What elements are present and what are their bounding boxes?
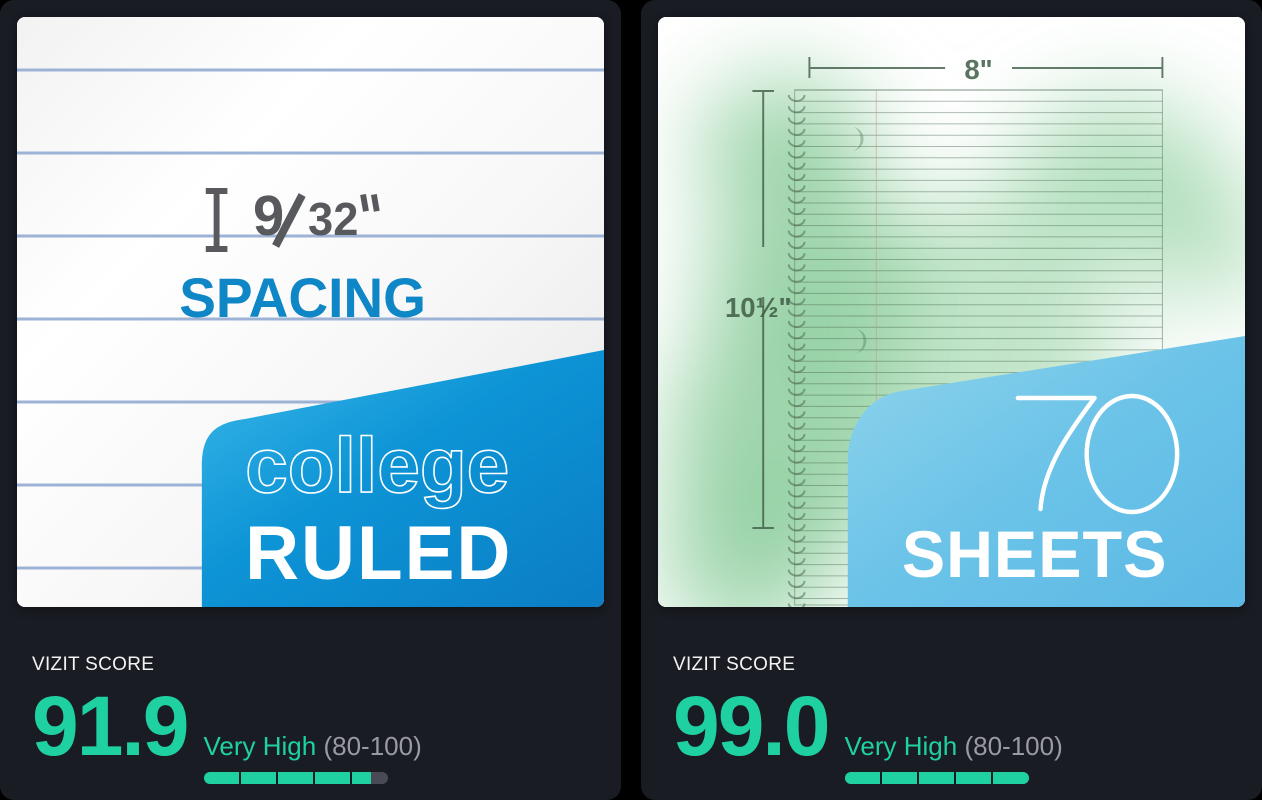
svg-text:8": 8" — [964, 54, 992, 85]
svg-text:RULED: RULED — [245, 510, 512, 595]
svg-text:SHEETS: SHEETS — [902, 518, 1167, 592]
svg-text:32: 32 — [308, 194, 358, 245]
svg-text:college: college — [245, 422, 509, 509]
svg-text:10½": 10½" — [725, 292, 792, 323]
svg-text:SPACING: SPACING — [179, 267, 426, 330]
